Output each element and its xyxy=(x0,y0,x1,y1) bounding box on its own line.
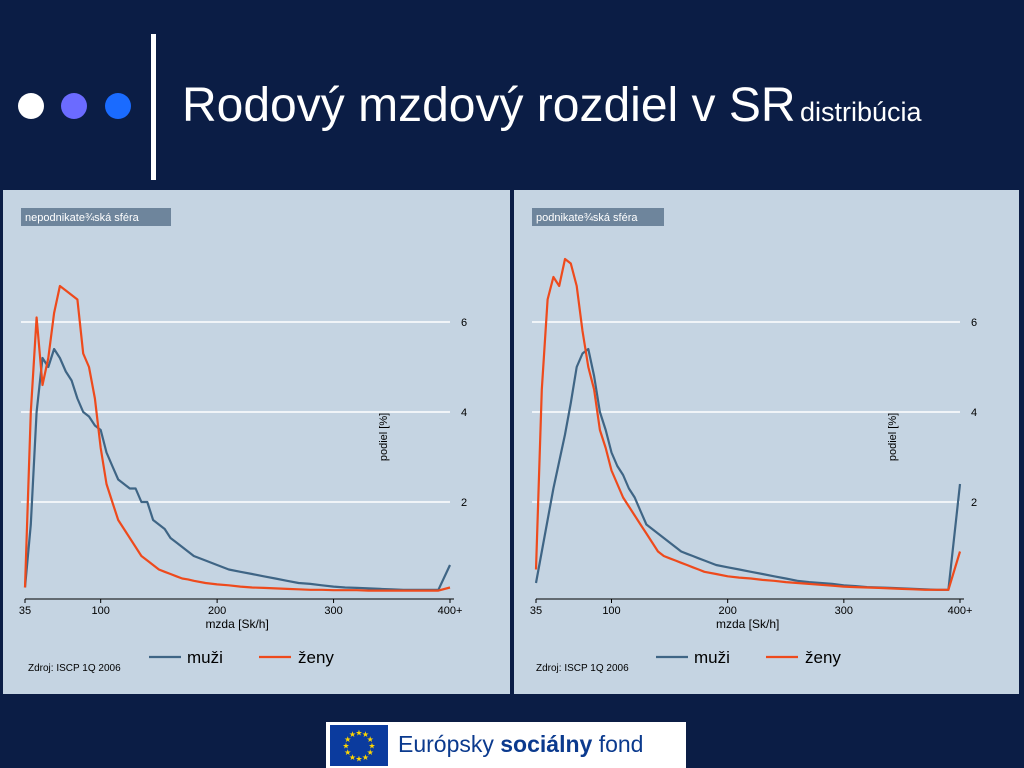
dot-blue xyxy=(105,93,131,119)
x-tick-label: 200 xyxy=(718,605,736,617)
esf-word-2: sociálny xyxy=(500,731,593,757)
series-line-women xyxy=(23,284,451,592)
slide-title: Rodový mzdový rozdiel v SR distribúcia xyxy=(182,78,922,133)
legend-label: ženy xyxy=(805,648,841,667)
x-tick-label: 400+ xyxy=(438,605,463,617)
x-tick-label: 400+ xyxy=(948,605,973,617)
esf-logo-banner: ★ ★ ★ ★ ★ ★ ★ ★ ★ ★ ★ ★ Európsky sociálny fond xyxy=(326,722,686,768)
eu-star: ★ xyxy=(355,755,362,764)
eu-star: ★ xyxy=(342,742,349,751)
esf-word-3: fond xyxy=(598,731,644,757)
legend-label: muži xyxy=(187,648,223,667)
eu-star: ★ xyxy=(355,729,362,738)
panel-label-box xyxy=(532,208,664,226)
series-line-men xyxy=(23,347,451,591)
eu-star: ★ xyxy=(362,753,369,762)
x-axis-label: mzda [Sk/h] xyxy=(716,617,779,631)
eu-star: ★ xyxy=(349,730,356,739)
eu-star: ★ xyxy=(344,735,351,744)
y-tick-label: 6 xyxy=(971,317,977,329)
x-tick-label: 100 xyxy=(92,605,110,617)
title-divider xyxy=(151,34,156,180)
eu-star: ★ xyxy=(367,735,374,744)
x-axis-label: mzda [Sk/h] xyxy=(205,617,268,631)
eu-star: ★ xyxy=(344,748,351,757)
x-tick-label: 200 xyxy=(208,605,226,617)
esf-logo-text: Európsky sociálny fond xyxy=(398,731,643,758)
x-tick-label: 300 xyxy=(324,605,342,617)
source-note: Zdroj: ISCP 1Q 2006 xyxy=(28,663,121,674)
title-subtitle: distribúcia xyxy=(800,97,922,127)
y-axis-label: podiel [%] xyxy=(887,413,899,461)
title-main: Rodový mzdový rozdiel v SR xyxy=(182,79,796,132)
x-tick-label: 35 xyxy=(530,605,542,617)
eu-star: ★ xyxy=(368,742,375,751)
source-note: Zdroj: ISCP 1Q 2006 xyxy=(536,663,629,674)
esf-word-1: Európsky xyxy=(398,731,494,757)
chart-business: podnikate¾ská sféra 2 4 6 podiel [%] 35 100 200… xyxy=(530,208,977,674)
legend-label: muži xyxy=(694,648,730,667)
y-tick-label: 2 xyxy=(461,497,467,509)
chart-panel-business: podnikate¾ská sféra 2 4 6 podiel [%] 35 100 200… xyxy=(514,190,1019,694)
legend-label: ženy xyxy=(298,648,334,667)
y-tick-label: 4 xyxy=(971,407,977,419)
eu-star: ★ xyxy=(349,753,356,762)
panel-label: podnikate¾ská sféra xyxy=(536,212,638,224)
eu-flag-icon: ★ ★ ★ ★ ★ ★ ★ ★ ★ ★ ★ ★ xyxy=(330,725,388,766)
chart-public: nepodnikate¾ská sféra 2 4 6 podiel [%] 35 100 2… xyxy=(19,208,467,674)
panel-label-box xyxy=(21,208,171,226)
y-tick-label: 6 xyxy=(461,317,467,329)
eu-star: ★ xyxy=(362,730,369,739)
eu-star: ★ xyxy=(367,748,374,757)
series-line-women xyxy=(534,257,962,591)
x-tick-label: 300 xyxy=(835,605,853,617)
y-tick-label: 4 xyxy=(461,407,467,419)
series-line-men xyxy=(534,347,962,591)
x-tick-label: 35 xyxy=(19,605,31,617)
dot-white xyxy=(18,93,44,119)
chart-panel-public: nepodnikate¾ská sféra 2 4 6 podiel [%] 35 100 2… xyxy=(3,190,510,694)
panel-label: nepodnikate¾ská sféra xyxy=(25,212,140,224)
x-tick-label: 100 xyxy=(602,605,620,617)
y-tick-label: 2 xyxy=(971,497,977,509)
y-axis-label: podiel [%] xyxy=(378,413,390,461)
dot-purple xyxy=(61,93,87,119)
